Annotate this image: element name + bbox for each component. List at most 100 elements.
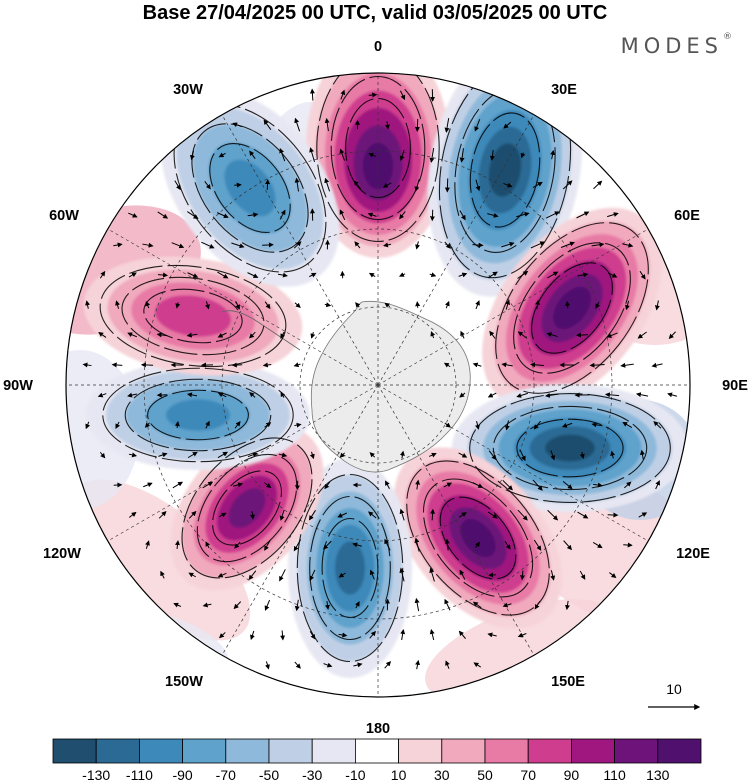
lon-label-120w: 120W bbox=[43, 546, 81, 562]
colorbar-tick-label: 90 bbox=[564, 767, 580, 783]
wind-vector-arrow bbox=[309, 88, 315, 101]
wind-vector-arrow bbox=[547, 271, 559, 279]
wind-vector-arrow bbox=[99, 270, 106, 279]
streamline-loop bbox=[330, 75, 426, 221]
wind-vector-arrow bbox=[458, 630, 466, 639]
meridian-line bbox=[377, 228, 649, 386]
wind-vector-arrow bbox=[205, 420, 210, 429]
wind-vector-arrow bbox=[156, 332, 168, 338]
wind-vector-arrow bbox=[532, 479, 543, 491]
wind-vector-arrow bbox=[592, 541, 603, 549]
wind-vector-arrow bbox=[562, 180, 573, 190]
wind-vector-arrow bbox=[279, 147, 286, 162]
contour-band bbox=[460, 518, 496, 558]
wind-vector-arrow bbox=[399, 149, 405, 161]
wind-vector-arrow bbox=[205, 301, 210, 310]
meridian-line bbox=[107, 384, 379, 542]
wind-vector-arrow bbox=[353, 180, 362, 190]
colorbar-tick-label: -10 bbox=[345, 767, 365, 783]
wind-vector-arrow bbox=[550, 570, 556, 581]
streamline-loop bbox=[531, 262, 613, 354]
wind-vector-arrow bbox=[487, 511, 498, 519]
lon-label-150e: 150E bbox=[551, 674, 585, 690]
wind-vector-arrow bbox=[533, 420, 541, 430]
wind-vector-arrow bbox=[218, 152, 226, 158]
wind-vector-arrow bbox=[444, 118, 450, 133]
wind-vector-arrow bbox=[264, 301, 271, 310]
wind-vector-arrow bbox=[563, 540, 573, 551]
wind-vector-arrow bbox=[428, 452, 437, 458]
wind-vector-arrow bbox=[247, 452, 258, 458]
contour-band bbox=[224, 159, 276, 217]
wind-vector-arrow bbox=[309, 272, 317, 278]
streamline-loop bbox=[209, 143, 291, 233]
wind-vector-arrow bbox=[562, 480, 573, 490]
wind-vector-arrow bbox=[607, 212, 619, 218]
wind-vector-arrow bbox=[128, 272, 137, 278]
wind-vector-arrow bbox=[625, 300, 630, 311]
wind-vector-arrow bbox=[535, 299, 541, 310]
wind-vector-arrow bbox=[472, 362, 482, 368]
wind-vector-arrow bbox=[415, 659, 420, 670]
wind-vector-arrow bbox=[340, 89, 346, 100]
wind-vector-arrow bbox=[157, 211, 169, 219]
wind-vector-arrow bbox=[444, 538, 450, 551]
wind-vector-arrow bbox=[113, 242, 123, 248]
colorbar: -130 -110 -90 -70 -50 -30 -10 10 30 50 70 90 110 130 bbox=[52, 738, 702, 783]
streamline-loop bbox=[212, 470, 282, 546]
colorbar-tick-label: -70 bbox=[216, 767, 236, 783]
wind-vector-arrow bbox=[309, 147, 316, 163]
wind-vector-arrow bbox=[384, 661, 392, 669]
wind-vector-arrow bbox=[202, 481, 214, 489]
wind-vector-arrow bbox=[472, 601, 482, 609]
wind-vector-arrow bbox=[218, 632, 226, 639]
wind-vector-arrow bbox=[534, 601, 541, 610]
meridian-line bbox=[377, 114, 535, 386]
lon-label-150w: 150W bbox=[165, 674, 203, 690]
lon-label-0: 0 bbox=[374, 39, 382, 55]
wind-vector-arrow bbox=[219, 512, 227, 518]
wind-vector-arrow bbox=[622, 421, 633, 429]
wind-vector-arrow bbox=[608, 272, 618, 278]
wind-vector-arrow bbox=[186, 332, 198, 338]
wind-vector-arrow bbox=[98, 331, 107, 338]
wind-vector-arrow bbox=[474, 541, 480, 548]
wind-vector-arrow bbox=[173, 602, 182, 608]
wind-vector-arrow bbox=[262, 242, 274, 248]
wind-vector-arrow bbox=[202, 602, 212, 608]
wind-vector-arrow bbox=[231, 242, 245, 249]
wind-vector-arrow bbox=[487, 392, 497, 398]
colorbar-swatch bbox=[484, 738, 529, 764]
wind-vector-arrow bbox=[577, 511, 589, 519]
wind-vector-arrow bbox=[589, 362, 605, 368]
wind-vector-arrow bbox=[189, 150, 195, 161]
antarctic-peninsula bbox=[221, 310, 301, 351]
streamline-loop bbox=[492, 405, 648, 491]
wind-vector-arrow bbox=[610, 450, 616, 459]
wind-vector-arrow bbox=[399, 567, 405, 582]
streamline-loop bbox=[406, 460, 550, 616]
wind-vector-arrow bbox=[546, 332, 558, 338]
wind-vector-arrow bbox=[171, 242, 185, 249]
wind-vector-arrow bbox=[638, 512, 648, 518]
wind-vector-arrow bbox=[430, 331, 436, 339]
wind-vector-arrow bbox=[264, 482, 272, 489]
wind-vector-arrow bbox=[474, 119, 481, 132]
wind-vector-arrow bbox=[279, 569, 286, 582]
wind-vector-arrow bbox=[429, 147, 435, 163]
wind-vector-arrow bbox=[576, 211, 590, 219]
wind-vector-arrow bbox=[187, 272, 199, 278]
antarctica-shape bbox=[310, 300, 471, 473]
wind-vector-arrow bbox=[217, 572, 227, 578]
wind-vector-arrow bbox=[443, 362, 451, 368]
wind-vector-arrow bbox=[249, 511, 255, 520]
wind-vector-arrow bbox=[595, 301, 601, 309]
wind-vector-arrow bbox=[505, 299, 511, 310]
wind-vector-arrow bbox=[579, 451, 585, 460]
wind-vector-arrow bbox=[593, 180, 603, 190]
wind-vector-arrow bbox=[367, 212, 377, 218]
wind-vector-arrow bbox=[472, 482, 484, 488]
wind-vector-arrow bbox=[264, 599, 271, 611]
wind-vector-arrow bbox=[368, 272, 376, 278]
wind-vector-arrow bbox=[324, 117, 330, 132]
